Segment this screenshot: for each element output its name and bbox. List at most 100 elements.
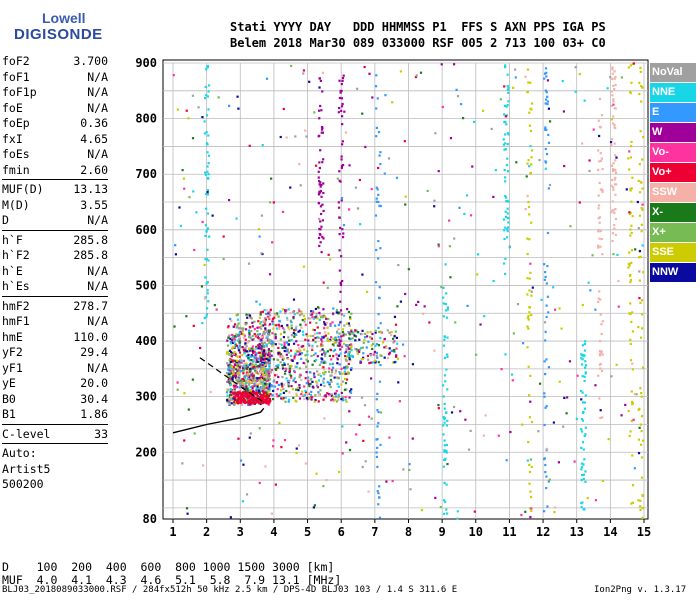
param-key: B0	[2, 391, 16, 406]
legend-e: E	[650, 103, 696, 122]
echo-point	[248, 375, 251, 379]
echo-point	[274, 343, 277, 346]
echo-point	[317, 176, 320, 179]
echo-point	[259, 339, 262, 343]
echo-point	[248, 403, 251, 406]
param-key: h`Es	[2, 279, 30, 293]
echo-point	[331, 398, 334, 401]
echo-point	[270, 368, 273, 372]
echo-point	[349, 359, 352, 362]
echo-point	[305, 371, 308, 374]
echo-point	[314, 398, 317, 402]
echo-point	[254, 381, 257, 384]
echo-point	[399, 300, 403, 303]
echo-point	[640, 430, 643, 433]
echo-point	[481, 109, 485, 112]
echo-point	[265, 388, 268, 392]
echo-point	[283, 341, 286, 344]
echo-point	[257, 347, 260, 350]
echo-point	[628, 312, 631, 315]
echo-point	[640, 223, 643, 226]
echo-point	[317, 379, 320, 382]
echo-point	[285, 309, 288, 312]
footer-version: Ion2Png v. 1.3.17	[594, 585, 687, 595]
echo-point	[369, 330, 372, 334]
echo-point	[610, 164, 614, 167]
echo-point	[316, 326, 319, 329]
echo-point	[225, 371, 229, 375]
echo-point	[250, 367, 253, 371]
echo-point	[320, 183, 323, 187]
echo-point	[244, 401, 247, 405]
echo-point	[345, 348, 348, 351]
echo-point	[261, 360, 265, 363]
echo-point	[530, 108, 533, 111]
echo-point	[203, 263, 206, 266]
echo-point	[271, 394, 274, 397]
echo-point	[349, 347, 352, 350]
echo-point	[246, 377, 249, 380]
echo-point	[229, 351, 233, 354]
echo-point	[502, 262, 506, 265]
echo-point	[527, 200, 530, 204]
echo-point	[544, 167, 547, 170]
echo-point	[360, 346, 363, 350]
echo-point	[247, 313, 250, 316]
echo-point	[254, 376, 257, 380]
echo-point	[296, 386, 300, 390]
echo-point	[304, 129, 307, 132]
echo-point	[329, 348, 333, 352]
echo-point	[278, 351, 281, 354]
echo-point	[343, 324, 346, 327]
echo-point	[247, 356, 250, 360]
echo-point	[558, 307, 561, 310]
echo-point	[544, 372, 547, 376]
echo-point	[543, 77, 546, 80]
echo-point	[248, 325, 251, 329]
echo-point	[351, 332, 354, 335]
echo-point	[302, 265, 306, 268]
echo-point	[316, 345, 319, 348]
echo-point	[226, 344, 230, 347]
param-mufd: MUF(D) 13.13	[2, 182, 108, 198]
echo-point	[264, 360, 267, 364]
echo-point	[344, 358, 347, 361]
echo-point	[362, 439, 365, 442]
echo-point	[332, 312, 335, 315]
echo-point	[282, 336, 286, 339]
echo-point	[317, 336, 320, 340]
echo-point	[445, 443, 449, 447]
x-tick-label: 1	[169, 525, 176, 539]
param-divider	[2, 179, 108, 180]
echo-point	[237, 339, 240, 342]
echo-point	[583, 375, 586, 378]
echo-point	[527, 365, 530, 368]
echo-point	[546, 264, 549, 268]
echo-point	[229, 370, 232, 373]
echo-point	[334, 372, 337, 375]
echo-point	[262, 382, 265, 385]
echo-point	[298, 310, 301, 313]
echo-point	[230, 394, 233, 397]
echo-point	[178, 206, 181, 209]
echo-point	[584, 372, 587, 375]
echo-point	[187, 117, 190, 120]
echo-point	[246, 372, 249, 376]
echo-point	[306, 334, 309, 338]
echo-point	[367, 340, 370, 343]
echo-point	[547, 480, 550, 483]
echo-point	[527, 327, 530, 330]
echo-point	[434, 496, 437, 500]
echo-point	[341, 279, 344, 283]
echo-point	[274, 335, 277, 339]
echo-point	[241, 328, 244, 332]
echo-point	[340, 335, 343, 338]
echo-point	[303, 317, 307, 321]
echo-point	[512, 332, 515, 335]
echo-point	[529, 129, 533, 133]
echo-point	[527, 81, 530, 84]
echo-point	[553, 506, 557, 509]
echo-point	[356, 350, 359, 353]
echo-point	[368, 72, 371, 75]
param-value: 29.4	[80, 345, 108, 359]
